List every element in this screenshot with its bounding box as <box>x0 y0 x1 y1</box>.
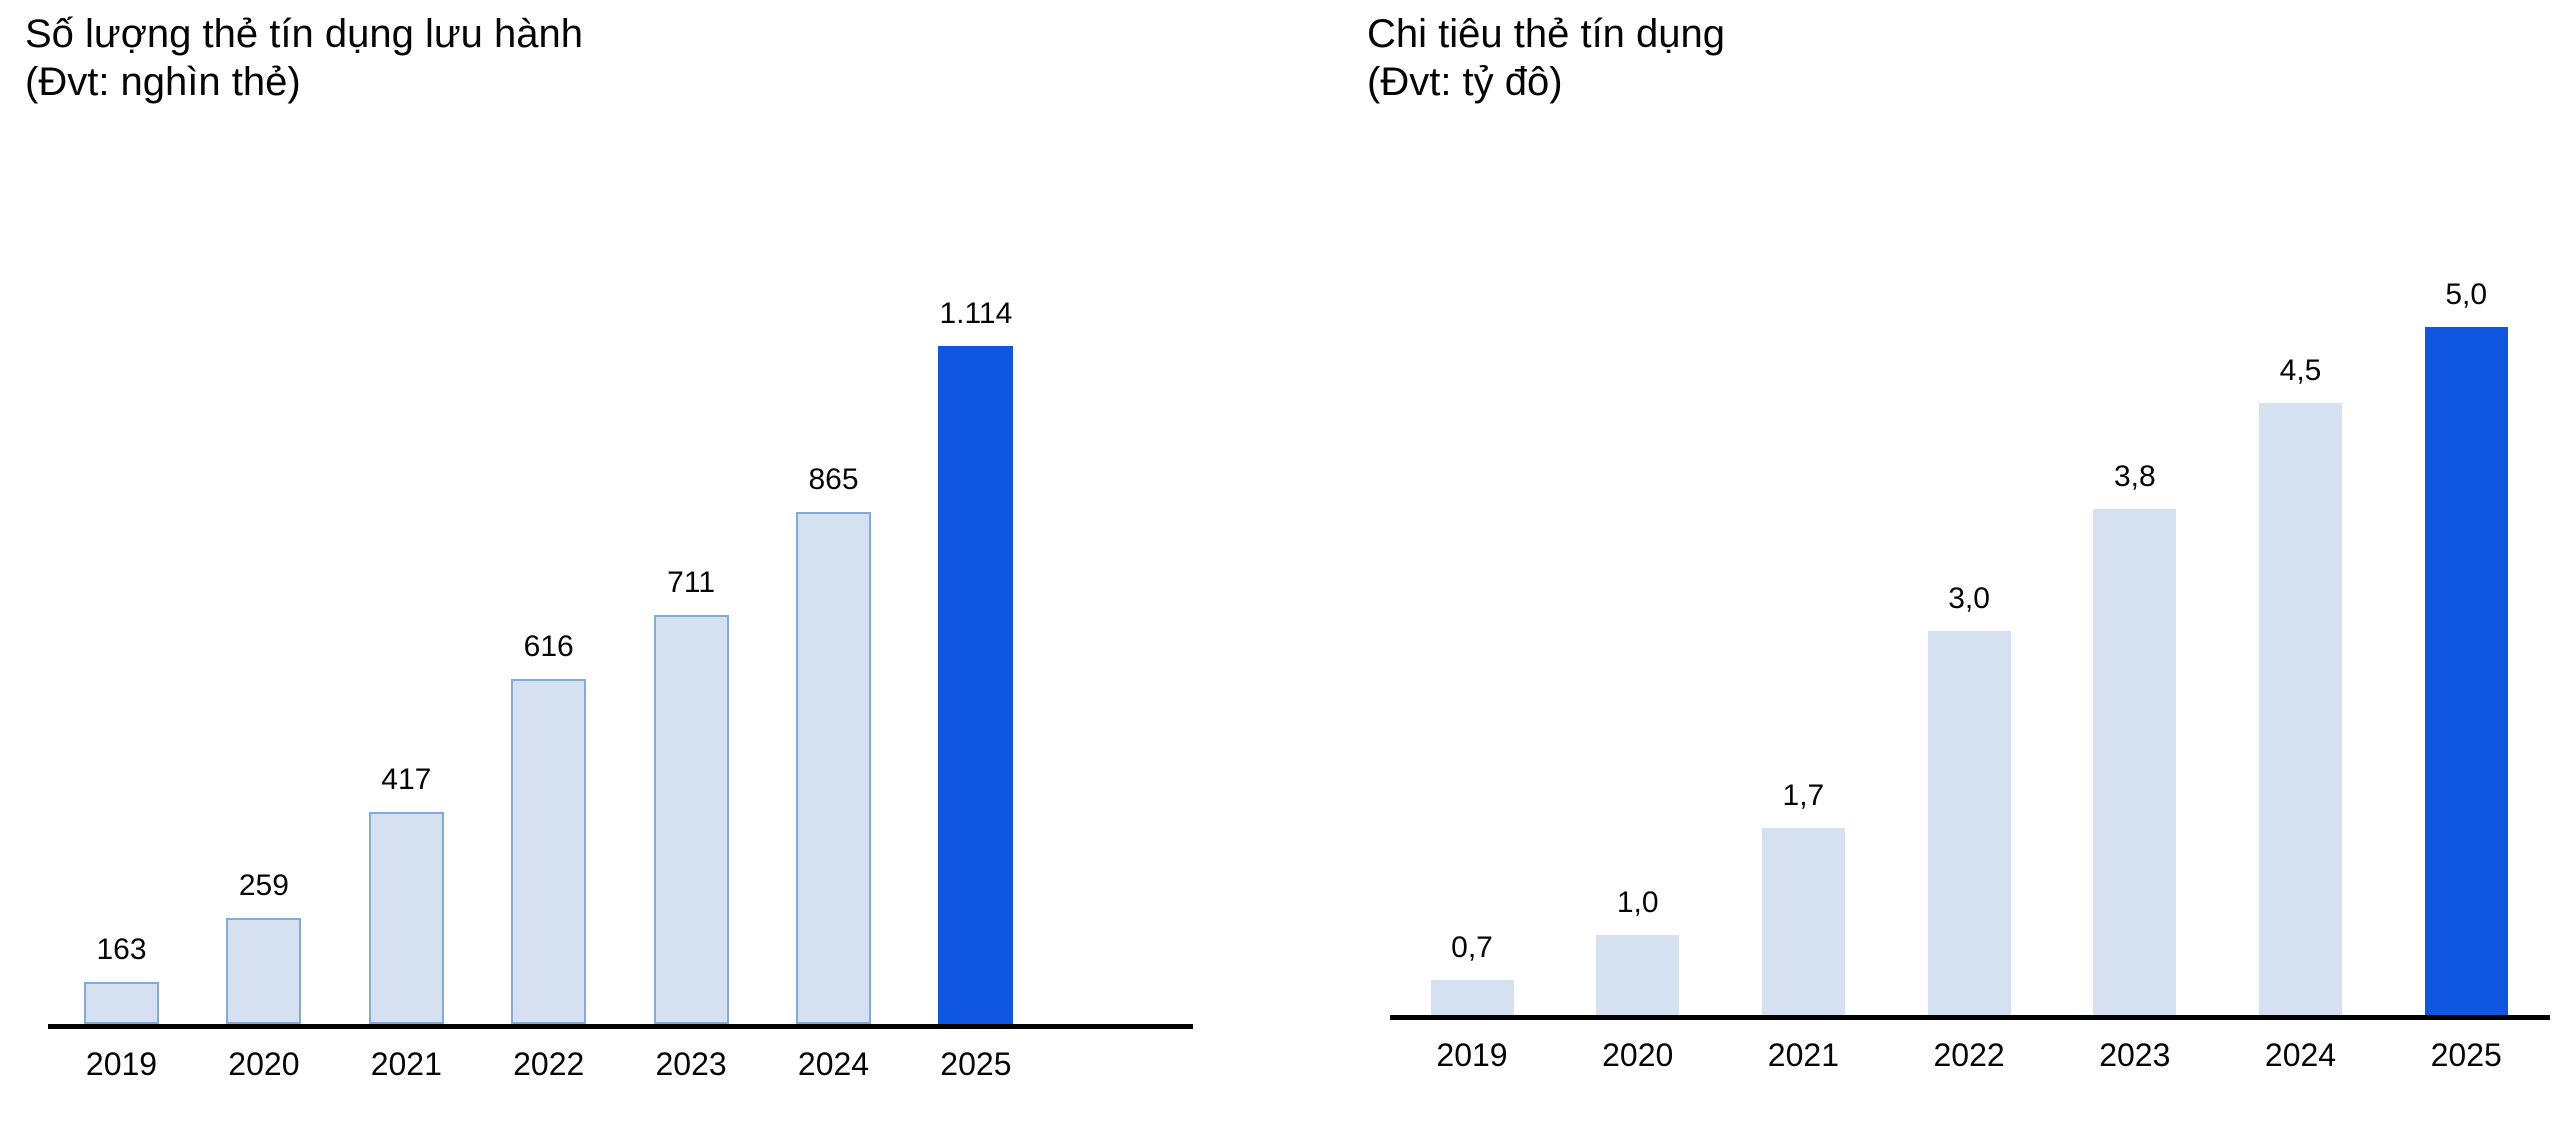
x-axis-label-2021: 2021 <box>370 1046 442 1082</box>
bar-2023 <box>2093 509 2177 1015</box>
x-axis-label-2022: 2022 <box>513 1046 585 1082</box>
chart-title: Số lượng thẻ tín dụng lưu hành <box>25 12 583 56</box>
x-axis-label-2024: 2024 <box>797 1046 870 1082</box>
bar-value-label-2019: 163 <box>96 933 147 966</box>
chart-subtitle: (Đvt: tỷ đô) <box>1367 60 1563 104</box>
x-axis-label-2019: 2019 <box>1436 1037 1508 1073</box>
bar-2025 <box>938 346 1014 1024</box>
x-axis-label-2021: 2021 <box>1767 1037 1839 1073</box>
bar-value-label-2025: 1.114 <box>939 297 1013 330</box>
bar-value-label-2022: 3,0 <box>1948 582 1990 615</box>
bar-2021 <box>368 812 444 1024</box>
x-axis-line <box>1390 1015 2550 1020</box>
x-axis-label-2024: 2024 <box>2264 1037 2337 1073</box>
bar-value-label-2025: 5,0 <box>2445 278 2488 311</box>
bar-value-label-2019: 0,7 <box>1451 931 1493 964</box>
bar-2019 <box>1430 980 1514 1015</box>
bar-2020 <box>1596 935 1680 1015</box>
bar-value-label-2022: 616 <box>523 630 574 663</box>
x-axis-label-2020: 2020 <box>228 1046 300 1082</box>
bar-2022 <box>511 679 587 1024</box>
x-axis-label-2020: 2020 <box>1602 1037 1674 1073</box>
bar-value-label-2024: 865 <box>808 463 859 496</box>
x-axis-label-2023: 2023 <box>2099 1037 2171 1073</box>
chart-title: Chi tiêu thẻ tín dụng <box>1367 12 1726 56</box>
bar-2024 <box>796 512 871 1024</box>
bar-2023 <box>653 615 729 1024</box>
x-axis-label-2025: 2025 <box>940 1046 1012 1082</box>
bar-2019 <box>84 982 159 1024</box>
x-axis-label-2022: 2022 <box>1933 1037 2005 1073</box>
bar-value-label-2024: 4,5 <box>2279 354 2322 387</box>
bar-value-label-2023: 3,8 <box>2113 460 2156 493</box>
x-axis-label-2023: 2023 <box>655 1046 727 1082</box>
chart-title-block: Số lượng thẻ tín dụng lưu hành (Đvt: ngh… <box>25 10 583 106</box>
bar-value-label-2020: 1,0 <box>1616 886 1659 919</box>
chart-title-block: Chi tiêu thẻ tín dụng (Đvt: tỷ đô) <box>1367 10 1725 106</box>
x-axis-line <box>48 1024 1193 1029</box>
x-axis-label-2025: 2025 <box>2430 1037 2502 1073</box>
bar-value-label-2020: 259 <box>238 869 289 902</box>
bar-2020 <box>226 918 302 1024</box>
bar-2025 <box>2424 327 2508 1015</box>
bar-value-label-2021: 417 <box>381 763 432 796</box>
x-axis-label-2019: 2019 <box>85 1046 158 1082</box>
bar-2021 <box>1761 828 1845 1015</box>
bar-2024 <box>2259 403 2342 1015</box>
bar-value-label-2023: 711 <box>667 566 715 599</box>
bar-2022 <box>1927 631 2011 1015</box>
chart-subtitle: (Đvt: nghìn thẻ) <box>25 60 301 104</box>
bar-value-label-2021: 1,7 <box>1782 779 1825 812</box>
